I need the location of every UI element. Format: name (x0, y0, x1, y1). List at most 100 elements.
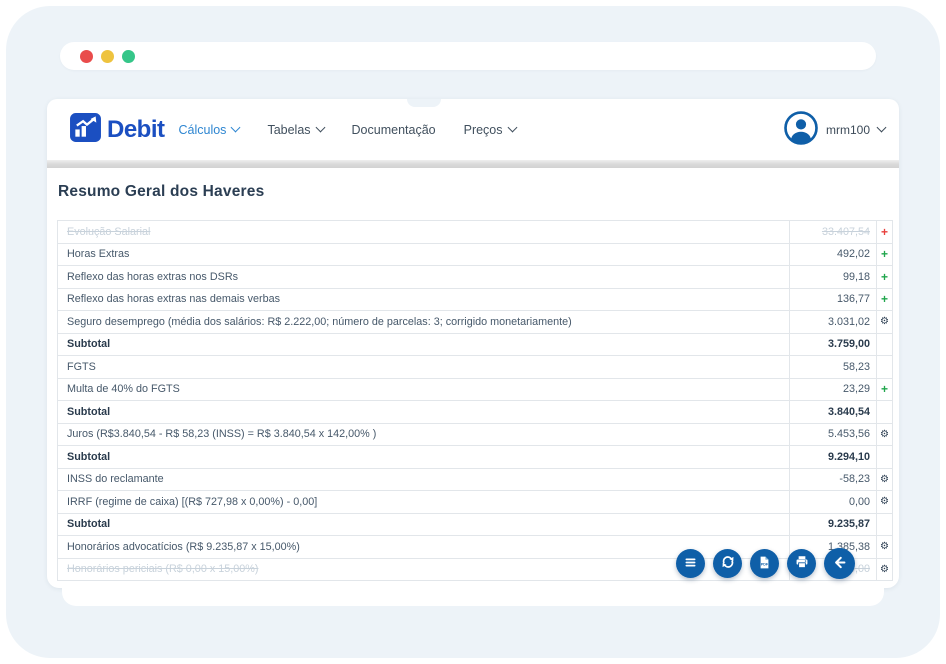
gear-icon[interactable]: ⚙ (876, 491, 892, 513)
row-label: Subtotal (67, 338, 111, 351)
row-value: 492,02 (789, 243, 876, 265)
empty-cell (876, 446, 892, 468)
row-value: 0,00 (789, 491, 876, 513)
row-label: FGTS (67, 360, 96, 373)
horizontal-scrollbar[interactable] (47, 160, 899, 168)
brand-name: Debit (107, 115, 165, 143)
plus-icon[interactable]: + (876, 288, 892, 310)
row-value: -58,23 (789, 468, 876, 490)
menu-button[interactable] (676, 549, 705, 578)
gear-icon[interactable]: ⚙ (876, 558, 892, 580)
row-value: 136,77 (789, 288, 876, 310)
nav-item-1[interactable]: Tabelas (267, 122, 325, 137)
browser-titlebar (60, 42, 876, 70)
row-label: Multa de 40% do FGTS (67, 383, 180, 396)
table-row: Reflexo das horas extras nas demais verb… (58, 288, 892, 311)
row-label: Seguro desemprego (média dos salários: R… (67, 315, 572, 328)
row-value: 33.407,54 (789, 221, 876, 243)
table-row: Evolução Salarial 33.407,54 + (58, 221, 892, 244)
table-row: Multa de 40% do FGTS 23,29 + (58, 378, 892, 401)
empty-cell (876, 401, 892, 423)
minimize-window-button[interactable] (101, 49, 114, 63)
row-label: Subtotal (67, 518, 111, 531)
row-label: Reflexo das horas extras nos DSRs (67, 270, 239, 283)
gear-icon[interactable]: ⚙ (876, 536, 892, 558)
row-value: 99,18 (789, 266, 876, 288)
chart-logo-icon (70, 112, 101, 147)
row-label: Juros (R$3.840,54 - R$ 58,23 (INSS) = R$… (67, 428, 377, 441)
chevron-down-icon (876, 122, 887, 133)
floating-action-bar: PDF (676, 548, 855, 579)
close-window-button[interactable] (80, 49, 93, 63)
row-value: 9.294,10 (789, 446, 876, 468)
export-pdf-button[interactable]: PDF (750, 549, 779, 578)
card-top-notch (407, 99, 441, 107)
row-value: 9.235,87 (789, 513, 876, 535)
row-value: 23,29 (789, 378, 876, 400)
gear-icon[interactable]: ⚙ (876, 468, 892, 490)
avatar (784, 111, 818, 148)
chevron-down-icon (230, 122, 241, 133)
table-row: Subtotal 3.759,00 (58, 333, 892, 356)
gear-icon[interactable]: ⚙ (876, 311, 892, 333)
row-label: Evolução Salarial (67, 225, 151, 238)
row-value: 5.453,56 (789, 423, 876, 445)
table-row: IRRF (regime de caixa) [(R$ 727,98 x 0,0… (58, 491, 892, 514)
sync-icon (720, 554, 736, 573)
brand-logo[interactable]: Debit (70, 112, 165, 147)
plus-icon[interactable]: + (876, 243, 892, 265)
table-row: Reflexo das horas extras nos DSRs 99,18 + (58, 266, 892, 289)
nav-item-label: Documentação (351, 122, 436, 137)
menu-icon (683, 555, 698, 573)
table-row: FGTS 58,23 (58, 356, 892, 379)
navbar: Debit Cálculos Tabelas Documentação Preços … (47, 99, 899, 160)
card-stack-edge (62, 588, 884, 606)
print-button[interactable] (787, 549, 816, 578)
row-value: 3.031,02 (789, 311, 876, 333)
nav-item-2[interactable]: Documentação (352, 123, 436, 137)
nav-menu: Cálculos Tabelas Documentação Preços (178, 122, 517, 137)
row-value: 3.840,54 (789, 401, 876, 423)
chevron-down-icon (507, 122, 517, 133)
gear-icon[interactable]: ⚙ (876, 423, 892, 445)
empty-cell (876, 333, 892, 355)
empty-cell (876, 356, 892, 378)
plus-icon[interactable]: + (876, 266, 892, 288)
sync-button[interactable] (713, 549, 742, 578)
main-card: Debit Cálculos Tabelas Documentação Preços … (47, 99, 899, 588)
plus-icon[interactable]: + (876, 221, 892, 243)
row-label: INSS do reclamante (67, 473, 164, 486)
back-button[interactable] (824, 548, 855, 579)
row-label: Subtotal (67, 450, 111, 463)
username: mrm100 (825, 122, 870, 137)
page-title: Resumo Geral dos Haveres (58, 183, 265, 200)
svg-text:PDF: PDF (761, 562, 769, 566)
row-label: IRRF (regime de caixa) [(R$ 727,98 x 0,0… (67, 495, 318, 508)
user-menu[interactable]: mrm100 (784, 111, 887, 148)
arrow-left-icon (831, 554, 848, 574)
row-label: Reflexo das horas extras nas demais verb… (67, 293, 281, 306)
table-row: Seguro desemprego (média dos salários: R… (58, 311, 892, 334)
row-value: 58,23 (789, 356, 876, 378)
nav-item-label: Cálculos (178, 122, 227, 137)
table-row: Subtotal 9.235,87 (58, 513, 892, 536)
summary-table: Evolução Salarial 33.407,54 + Horas Extras 4… (57, 220, 893, 581)
nav-item-label: Tabelas (267, 122, 311, 137)
table-row: INSS do reclamante -58,23 ⚙ (58, 468, 892, 491)
table-row: Subtotal 3.840,54 (58, 401, 892, 424)
table-row: Horas Extras 492,02 + (58, 243, 892, 266)
row-label: Subtotal (67, 405, 111, 418)
empty-cell (876, 513, 892, 535)
row-label: Horas Extras (67, 248, 130, 261)
chevron-down-icon (315, 122, 325, 133)
nav-item-0[interactable]: Cálculos (178, 122, 241, 137)
printer-icon (794, 554, 810, 573)
nav-item-3[interactable]: Preços (463, 122, 517, 137)
table-row: Juros (R$3.840,54 - R$ 58,23 (INSS) = R$… (58, 423, 892, 446)
pdf-file-icon: PDF (757, 555, 772, 573)
row-value: 3.759,00 (789, 333, 876, 355)
zoom-window-button[interactable] (122, 49, 135, 63)
table-row: Subtotal 9.294,10 (58, 446, 892, 469)
plus-icon[interactable]: + (876, 378, 892, 400)
nav-item-label: Preços (463, 122, 503, 137)
